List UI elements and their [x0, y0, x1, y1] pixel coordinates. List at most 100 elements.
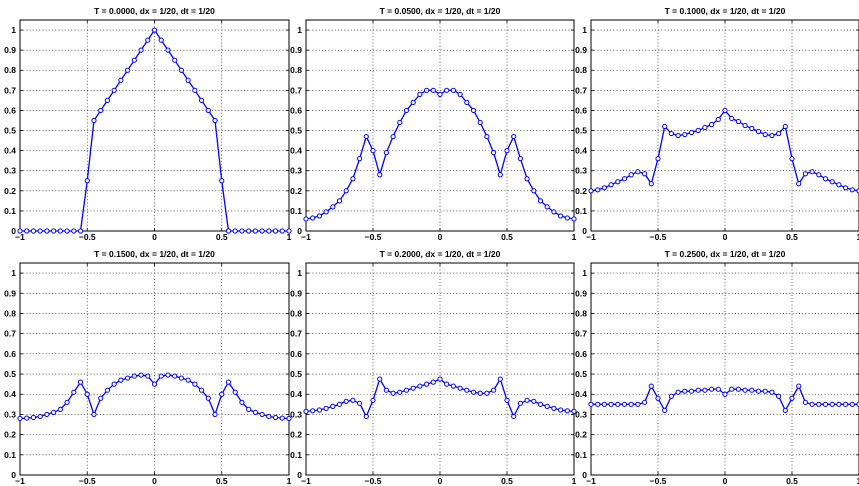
data-point-marker: [44, 228, 50, 234]
data-point-marker: [30, 414, 37, 421]
data-point-marker: [662, 123, 668, 130]
y-tick-label: 0.7: [290, 85, 302, 95]
data-point-marker: [286, 415, 292, 422]
axes-frame: [19, 19, 290, 232]
data-point-marker: [809, 401, 815, 407]
y-tick-label: 0.4: [290, 389, 302, 399]
data-point-marker: [749, 387, 755, 393]
data-point-marker: [131, 373, 137, 379]
data-point-marker: [266, 228, 272, 234]
y-tick-label: 0.9: [575, 288, 587, 298]
data-point-marker: [410, 99, 416, 105]
data-point-marker: [729, 386, 735, 392]
x-tick-label: 1: [857, 232, 859, 242]
data-point-marker: [769, 132, 775, 139]
data-point-marker: [822, 176, 829, 182]
data-point-marker: [571, 216, 577, 222]
data-point-marker: [138, 372, 144, 378]
data-point-marker: [350, 176, 356, 182]
x-tick-label: 0.5: [786, 232, 798, 242]
subplot-title: T = 0.1500, dx = 1/20, dt = 1/20: [94, 249, 215, 259]
data-point-marker: [524, 176, 530, 182]
data-point-marker: [484, 390, 490, 396]
data-point-marker: [517, 156, 524, 162]
data-point-marker: [849, 187, 855, 193]
data-point-marker: [424, 87, 430, 93]
y-tick-label: 0.8: [290, 65, 302, 75]
subplot-1: −1 −0.5 0 0.5 1 0 0.1 0.2 0.3 0.4 0.5 0.6 0.7 0.8 0.9 1…: [4, 6, 291, 242]
y-tick-label: 0.8: [4, 65, 16, 75]
axes-frame: [590, 19, 859, 232]
data-point-marker: [272, 414, 279, 421]
y-tick-label: 0.3: [290, 166, 302, 176]
data-point-marker: [755, 128, 762, 135]
plot-area: [591, 20, 859, 231]
y-tick-label: 0.9: [575, 45, 587, 55]
y-tick-label: 0.4: [290, 146, 302, 156]
data-point-marker: [343, 398, 349, 404]
y-tick-label: 1: [582, 25, 587, 35]
data-point-marker: [715, 116, 721, 123]
y-tick-label: 0.5: [575, 369, 587, 379]
data-point-marker: [417, 383, 423, 389]
data-point-marker: [809, 169, 815, 175]
data-point-marker: [310, 408, 316, 414]
data-point-marker: [91, 411, 97, 418]
data-point-marker: [497, 376, 503, 382]
data-point-marker: [675, 132, 681, 139]
data-point-marker: [702, 124, 708, 131]
x-tick-label: 0: [723, 476, 728, 486]
data-point-marker: [363, 413, 369, 420]
y-tick-label: 0.6: [575, 105, 587, 115]
data-point-marker: [185, 77, 191, 83]
y-tick-label: 0: [582, 226, 587, 236]
data-point-marker: [491, 150, 497, 156]
data-point-marker: [682, 388, 688, 394]
data-point-marker: [601, 185, 608, 191]
data-point-marker: [450, 87, 456, 93]
data-point-marker: [205, 107, 211, 114]
data-point-marker: [776, 393, 782, 399]
subplot-2: −1 −0.5 0 0.5 100.10.20.30.40.50.60.70.80.91…: [290, 6, 576, 242]
data-point-marker: [397, 119, 403, 126]
y-tick-label: 0: [11, 470, 16, 480]
data-point-marker: [477, 390, 483, 396]
data-point-marker: [71, 389, 77, 395]
data-point-marker: [735, 386, 742, 392]
data-point-marker: [470, 389, 477, 395]
data-point-marker: [138, 47, 144, 53]
data-point-marker: [104, 97, 111, 103]
x-tick-label: 1: [572, 232, 577, 242]
y-tick-label: 0.6: [4, 105, 16, 115]
data-point-marker: [695, 127, 701, 134]
data-point-marker: [145, 373, 151, 379]
data-point-marker: [470, 107, 477, 114]
data-point-marker: [755, 388, 762, 394]
y-tick-label: 0.5: [4, 369, 16, 379]
y-tick-label: 0.1: [575, 450, 587, 460]
y-tick-label: 0.1: [290, 206, 302, 216]
data-point-marker: [259, 228, 265, 234]
subplot-title: T = 0.2500, dx = 1/20, dt = 1/20: [665, 249, 786, 259]
data-point-marker: [531, 188, 537, 194]
data-point-marker: [397, 389, 403, 395]
y-tick-label: 0.5: [575, 126, 587, 136]
data-point-marker: [551, 405, 557, 411]
data-point-marker: [608, 182, 614, 188]
data-point-marker: [642, 171, 648, 177]
data-point-marker: [151, 27, 158, 33]
data-point-marker: [111, 381, 117, 387]
y-tick-label: 0.3: [575, 409, 587, 419]
data-point-marker: [390, 133, 396, 140]
data-point-marker: [782, 407, 788, 413]
data-point-marker: [675, 389, 681, 395]
data-point-marker: [44, 411, 50, 418]
data-point-marker: [383, 387, 389, 393]
x-tick-label: −0.5: [365, 476, 382, 486]
x-tick-label: −1: [301, 232, 311, 242]
y-tick-label: 0.2: [290, 186, 302, 196]
data-point-marker: [628, 172, 634, 178]
x-tick-label: 0.5: [216, 476, 228, 486]
data-point-marker: [219, 391, 225, 397]
